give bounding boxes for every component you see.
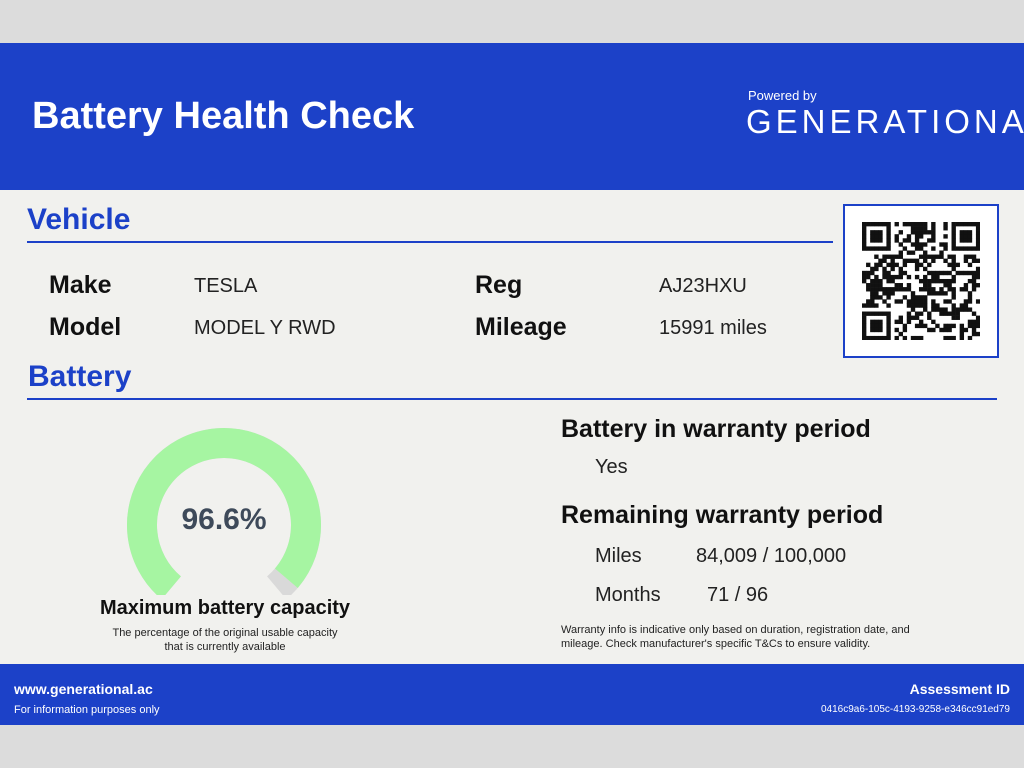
reg-value: AJ23HXU — [659, 275, 747, 297]
miles-value: 84,009 / 100,000 — [696, 545, 847, 567]
assessment-id-value: 0416c9a6-105c-4193-9258-e346cc91ed79 — [820, 704, 1010, 715]
footer-note: For information purposes only — [14, 704, 160, 716]
reg-label: Reg — [475, 271, 523, 299]
qr-code-icon — [862, 222, 980, 340]
make-label: Make — [49, 271, 112, 299]
months-value: 71 / 96 — [707, 584, 769, 606]
capacity-label: Maximum battery capacity — [99, 597, 351, 619]
capacity-percentage: 96.6% — [181, 503, 267, 536]
disclaimer-line2: mileage. Check manufacturer's specific T… — [561, 638, 871, 650]
vehicle-divider — [27, 241, 833, 243]
disclaimer-line1: Warranty info is indicative only based o… — [561, 624, 910, 636]
miles-label: Miles — [595, 545, 642, 567]
remaining-heading: Remaining warranty period — [561, 501, 884, 529]
warranty-value: Yes — [595, 456, 628, 478]
powered-by-label: Powered by — [748, 88, 817, 103]
mileage-value: 15991 miles — [659, 317, 767, 339]
assessment-id-label: Assessment ID — [909, 681, 1010, 697]
page-title: Battery Health Check — [32, 95, 415, 137]
qr-code[interactable] — [843, 204, 999, 358]
warranty-heading: Battery in warranty period — [561, 415, 871, 443]
vehicle-section-title: Vehicle — [27, 203, 131, 236]
capacity-description-line2: that is currently available — [164, 641, 286, 653]
battery-capacity-gauge — [127, 428, 321, 595]
make-value: TESLA — [194, 275, 258, 297]
battery-section-title: Battery — [28, 360, 132, 393]
website-link[interactable]: www.generational.ac — [14, 681, 153, 697]
brand-logo: GENERATIONAL+ — [746, 101, 1024, 141]
capacity-description: The percentage of the original usable ca… — [60, 626, 390, 654]
capacity-description-line1: The percentage of the original usable ca… — [112, 627, 338, 639]
report-card: Battery Health Check Powered by GENERATI… — [0, 43, 1024, 725]
header-banner: Battery Health Check Powered by GENERATI… — [0, 43, 1024, 190]
footer-bar: www.generational.ac For information purp… — [0, 664, 1024, 725]
mileage-label: Mileage — [475, 313, 567, 341]
battery-divider — [27, 398, 997, 400]
warranty-disclaimer: Warranty info is indicative only based o… — [561, 623, 961, 651]
model-value: MODEL Y RWD — [194, 317, 336, 339]
months-label: Months — [595, 584, 661, 606]
model-label: Model — [49, 313, 122, 341]
gauge-fill — [127, 428, 321, 595]
brand-name: GENERATIONAL — [746, 103, 1024, 140]
